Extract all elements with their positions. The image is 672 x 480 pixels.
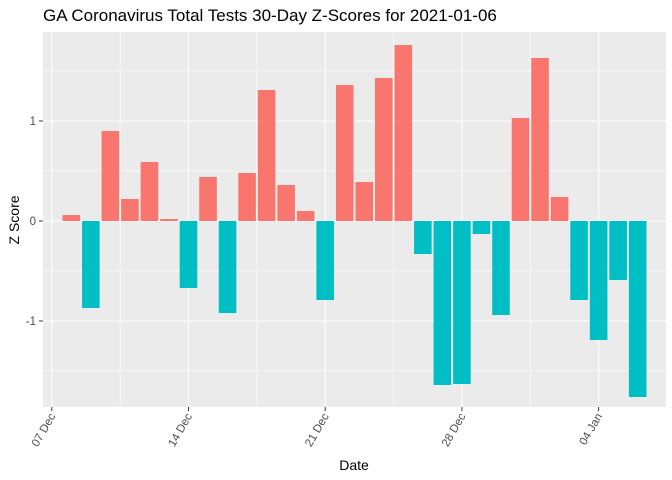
bar — [609, 221, 627, 280]
bar — [375, 78, 393, 221]
bar — [355, 182, 374, 221]
x-tick-label: 28 Dec — [440, 411, 469, 449]
bar — [453, 221, 471, 384]
y-tick-label: -1 — [26, 316, 36, 328]
y-tick-label: 1 — [30, 116, 36, 128]
bars — [62, 45, 647, 397]
bar — [277, 185, 295, 221]
x-axis-title: Date — [339, 457, 369, 473]
bar — [433, 221, 452, 385]
bar — [82, 221, 100, 308]
bar — [296, 211, 315, 221]
bar — [199, 177, 217, 221]
bar — [394, 45, 413, 221]
bar — [140, 162, 159, 221]
bar — [589, 221, 608, 340]
x-tick-label: 14 Dec — [166, 411, 195, 449]
x-tick-label: 04 Jan — [578, 412, 606, 448]
bar — [218, 221, 237, 313]
bar — [531, 58, 549, 221]
x-tick-label: 07 Dec — [30, 411, 59, 449]
bar — [257, 90, 276, 221]
bar — [179, 221, 198, 288]
bar — [101, 131, 120, 221]
bar — [335, 85, 354, 221]
bar — [62, 215, 81, 221]
bar — [316, 221, 334, 300]
y-tick-label: 0 — [30, 216, 36, 228]
bar — [472, 221, 491, 234]
bar — [414, 221, 432, 254]
bar — [492, 221, 510, 315]
y-axis-title: Z Score — [6, 195, 22, 244]
chart-title: GA Coronavirus Total Tests 30-Day Z-Scor… — [43, 6, 497, 25]
x-tick-label: 21 Dec — [303, 411, 332, 449]
bar — [570, 221, 588, 300]
bar — [121, 199, 139, 221]
bar — [160, 219, 178, 221]
bar — [511, 118, 530, 221]
bar — [628, 221, 647, 397]
bar — [550, 197, 569, 221]
bar — [238, 173, 256, 221]
